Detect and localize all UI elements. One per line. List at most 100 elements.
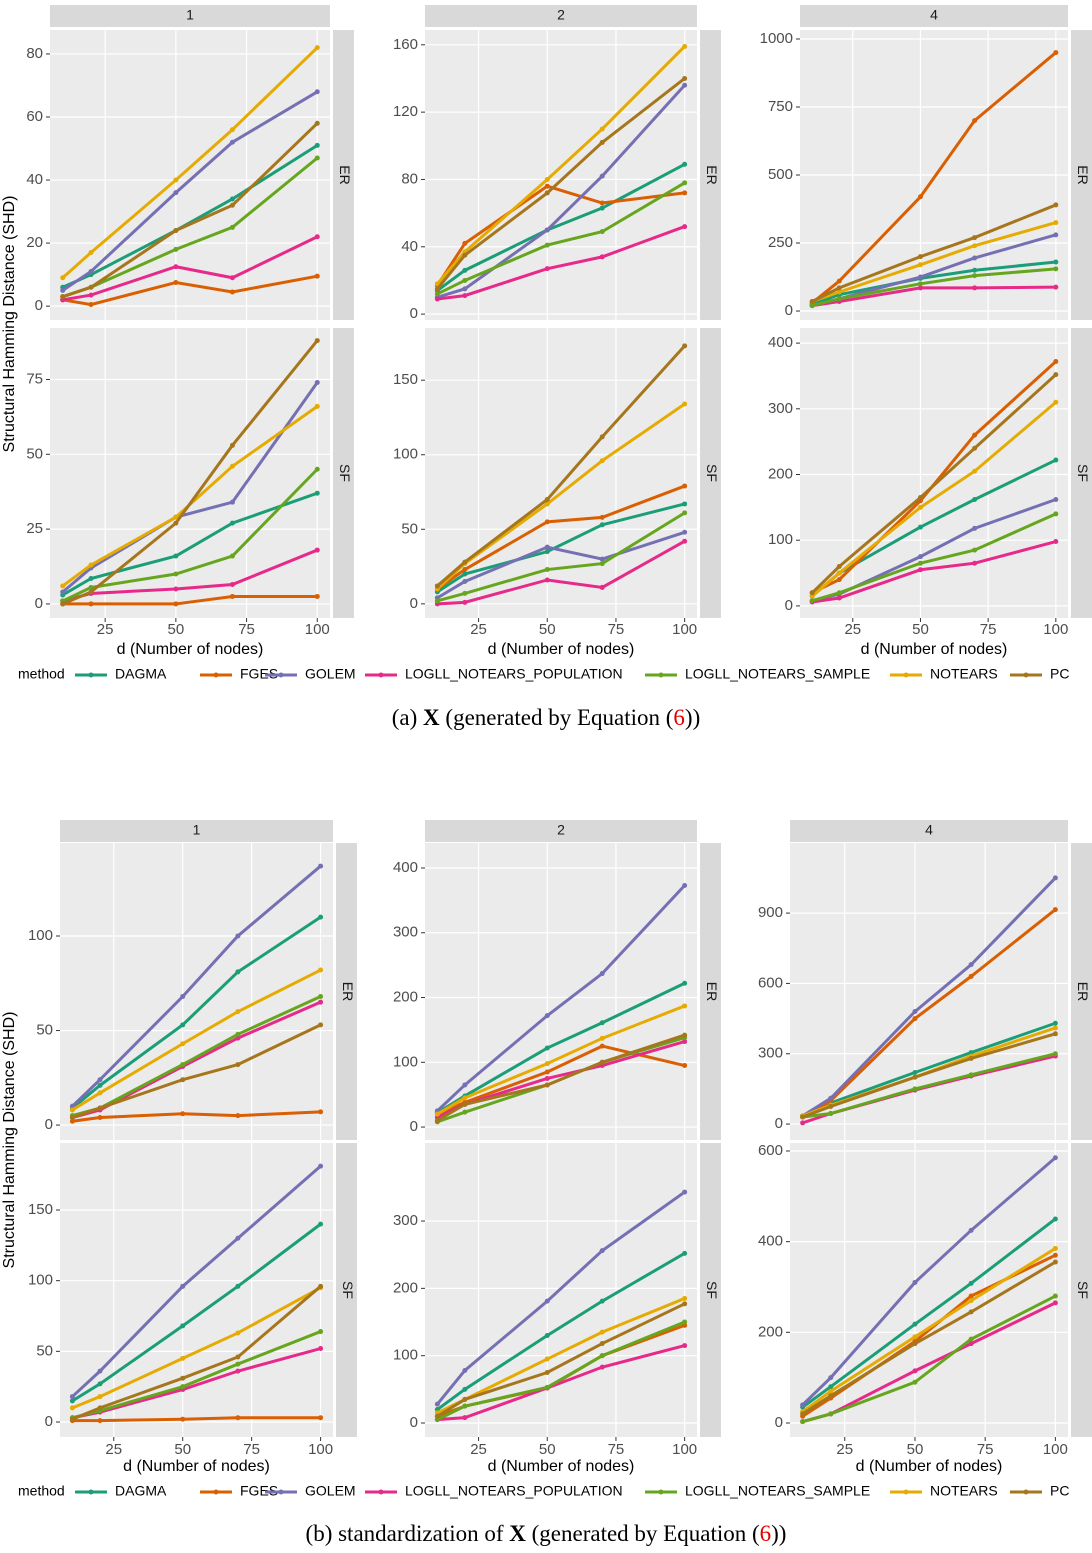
data-point [682, 161, 688, 167]
data-point [836, 570, 842, 576]
data-point [968, 1050, 974, 1056]
data-point [1053, 259, 1059, 265]
y-tick-label: 1000 [760, 30, 793, 47]
legend-label: FGES [240, 666, 278, 682]
y-tick-label: 80 [401, 170, 418, 187]
data-point [318, 1022, 324, 1028]
data-point [462, 293, 468, 299]
data-point [434, 1401, 440, 1407]
data-point [314, 120, 320, 126]
y-tick-label: 0 [410, 595, 418, 612]
legend-key-point [1023, 1489, 1029, 1495]
data-point [180, 1062, 186, 1068]
data-point [314, 593, 320, 599]
data-point [682, 529, 688, 535]
data-point [69, 1394, 75, 1400]
y-tick-label: 0 [410, 1414, 418, 1431]
strip [425, 5, 697, 27]
x-tick-label: 75 [238, 621, 255, 638]
data-point [800, 1402, 806, 1408]
data-point [544, 1370, 550, 1376]
data-point [836, 590, 842, 596]
data-point [544, 227, 550, 233]
data-point [809, 299, 815, 305]
y-tick-label: 100 [28, 1272, 53, 1289]
x-tick-label: 25 [470, 1441, 487, 1458]
legend-label: LOGLL_NOTEARS_POPULATION [405, 1483, 623, 1499]
data-point [235, 1113, 241, 1119]
data-point [544, 266, 550, 272]
data-point [682, 190, 688, 196]
data-point [544, 519, 550, 525]
data-point [434, 1413, 440, 1419]
panel-background [425, 843, 697, 1140]
legend-label: GOLEM [305, 1483, 356, 1499]
y-tick-label: 160 [393, 36, 418, 53]
data-point [912, 1334, 918, 1340]
data-point [462, 1396, 468, 1402]
data-point [917, 281, 923, 287]
data-point [917, 274, 923, 280]
data-point [599, 1248, 605, 1254]
data-point [318, 1163, 324, 1169]
x-tick-label: 25 [844, 621, 861, 638]
data-point [599, 556, 605, 562]
data-point [229, 202, 235, 208]
data-point [462, 599, 468, 605]
x-axis-label: d (Number of nodes) [488, 1458, 635, 1475]
y-tick-label: 200 [768, 465, 793, 482]
data-point [972, 285, 978, 291]
data-point [60, 601, 66, 607]
y-tick-label: 100 [768, 531, 793, 548]
data-point [912, 1279, 918, 1285]
y-tick-label: 100 [393, 1347, 418, 1364]
data-point [180, 1077, 186, 1083]
data-point [968, 1280, 974, 1286]
x-tick-label: 100 [1043, 621, 1068, 638]
data-point [229, 289, 235, 295]
legend-key-point [213, 1489, 219, 1495]
data-point [88, 302, 94, 308]
data-point [544, 1384, 550, 1390]
row-strip-label: SF [1075, 464, 1091, 482]
data-point [682, 882, 688, 888]
y-tick-label: 0 [785, 302, 793, 319]
data-point [235, 1009, 241, 1015]
data-point [318, 1329, 324, 1335]
data-point [912, 1016, 918, 1022]
y-tick-label: 50 [401, 520, 418, 537]
legend-key-point [88, 1489, 94, 1495]
data-point [836, 296, 842, 302]
data-point [462, 567, 468, 573]
data-point [968, 973, 974, 979]
data-point [836, 278, 842, 284]
data-point [318, 1346, 324, 1352]
data-point [912, 1379, 918, 1385]
x-tick-label: 25 [836, 1441, 853, 1458]
data-point [682, 1295, 688, 1301]
data-point [462, 1403, 468, 1409]
data-point [917, 495, 923, 501]
data-point [917, 554, 923, 560]
data-point [314, 89, 320, 95]
data-point [173, 514, 179, 520]
strip [60, 820, 333, 842]
data-point [917, 504, 923, 510]
strip [336, 1143, 357, 1437]
data-point [97, 1394, 103, 1400]
data-point [544, 1298, 550, 1304]
data-point [314, 403, 320, 409]
x-tick-label: 100 [1043, 1441, 1068, 1458]
column-strip-label: 2 [557, 7, 565, 23]
x-tick-label: 75 [608, 1441, 625, 1458]
data-point [60, 589, 66, 595]
data-point [318, 1415, 324, 1421]
row-strip-label: SF [704, 464, 720, 482]
data-point [1052, 907, 1058, 913]
data-point [229, 463, 235, 469]
data-point [97, 1115, 103, 1121]
data-point [173, 553, 179, 559]
data-point [599, 254, 605, 260]
data-point [544, 1075, 550, 1081]
strip [333, 30, 354, 320]
